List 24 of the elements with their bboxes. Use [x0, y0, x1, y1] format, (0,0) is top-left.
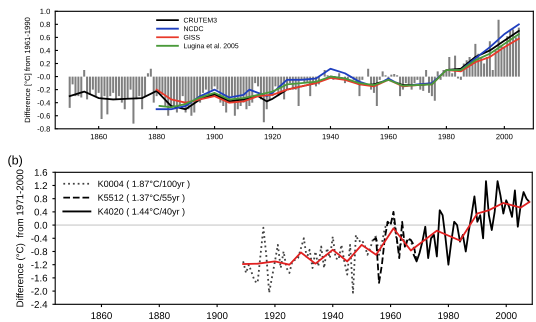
x-tick-label: 1920 — [264, 312, 286, 320]
y-tick-label: -0.8 — [31, 248, 48, 256]
x-tick-label: 1900 — [207, 312, 228, 320]
legend-label: K4020 ( 1.44°C/40yr ) — [98, 208, 184, 216]
y-tick-label: 1.6 — [34, 169, 48, 176]
y-axis-title: Difference (°C) from 1971-2000 — [16, 170, 26, 307]
y-tick-label: -1.2 — [31, 261, 48, 268]
x-tick-label: 1980 — [438, 312, 459, 320]
y-tick-label: 0.4 — [34, 208, 48, 216]
y-tick-label: -1.6 — [31, 274, 48, 282]
legend-label: K0004 ( 1.87°C/100yr ) — [98, 180, 190, 189]
y-tick-label: 0.8 — [34, 195, 48, 202]
y-tick-label: 1.2 — [34, 182, 48, 189]
y-tick-label: -2.0 — [31, 288, 48, 295]
y-tick-label: -0.4 — [31, 235, 48, 242]
y-tick-label: 0.0 — [34, 222, 48, 229]
x-tick-label: 1880 — [149, 312, 170, 320]
x-tick-label: 2000 — [496, 312, 517, 320]
x-tick-label: 1860 — [91, 312, 112, 320]
x-tick-label: 1940 — [322, 312, 344, 320]
text: (b) — [8, 155, 22, 167]
x-tick-label: 1960 — [380, 312, 402, 320]
legend-label: K5512 ( 1.37°C/55yr ) — [98, 194, 184, 203]
y-tick-label: -2.4 — [31, 301, 48, 308]
